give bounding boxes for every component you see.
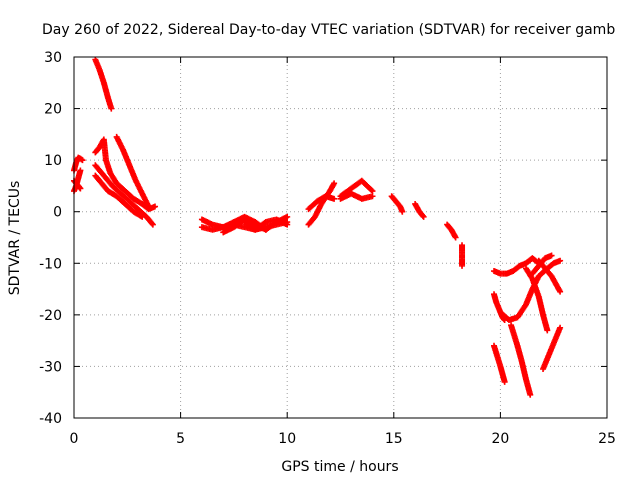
plot-frame [73,56,608,419]
y-tick-label: 30 [44,50,62,66]
series-arc-25 [508,322,534,398]
y-tick-label: -20 [39,308,62,324]
data-point [149,221,156,228]
y-axis-label: SDTVAR / TECUs [7,181,23,296]
series-arc-8 [113,133,152,210]
x-tick-label: 0 [70,431,79,447]
data-point [77,167,84,174]
x-tick-label: 5 [176,431,185,447]
y-tick-label: 20 [44,102,62,118]
series-arc-18 [412,200,427,220]
chart-title: Day 260 of 2022, Sidereal Day-to-day VTE… [42,22,615,38]
series-arc-23 [491,342,508,385]
series-arc-5 [92,136,159,213]
data-point [548,252,555,259]
data-point [284,213,291,220]
data-point [557,324,564,331]
y-tick-labels: 30 20 10 0 -10 -20 -30 -40 [39,50,62,427]
data-point [557,288,564,295]
data-point [108,105,115,112]
y-tick-label: -40 [39,411,62,427]
x-tick-label: 25 [598,431,616,447]
x-tick-label: 20 [491,431,509,447]
series-arc-15 [337,177,376,200]
x-tick-label: 10 [278,431,296,447]
series-arc-6 [92,162,156,228]
data-point [501,378,508,385]
series-arc-21 [491,255,542,277]
grid-lines [74,57,607,418]
data-point [368,187,375,194]
data-point [452,234,459,241]
data-point [544,327,551,334]
series-arc-14 [305,193,338,213]
series-arc-12 [241,216,291,233]
series-arc-4 [92,56,115,112]
data-points [71,56,564,398]
y-tick-label: -10 [39,256,62,272]
series-arc-20 [459,242,466,269]
data-point [369,188,376,195]
x-axis-label: GPS time / hours [281,459,398,475]
data-point [145,203,152,210]
data-point [459,262,466,269]
series-arc-29 [529,252,555,277]
data-point [419,212,426,219]
data-point [77,185,84,192]
data-point [420,213,427,220]
series-arc-19 [444,221,459,241]
data-point [139,213,146,220]
data-point [152,203,159,210]
data-point [284,221,291,228]
data-point [148,220,155,227]
series-arc-17 [388,193,406,215]
data-point [527,391,534,398]
series-arc-7 [92,172,146,220]
y-tick-label: -30 [39,359,62,375]
data-point [557,257,564,264]
x-tick-label: 15 [385,431,403,447]
series-arc-16 [337,190,376,202]
data-point [369,193,376,200]
y-tick-label: 0 [53,205,62,221]
data-point [331,195,338,202]
data-point [79,157,86,164]
data-point [399,208,406,215]
series-arc-26 [522,265,551,334]
series-arc-27 [540,324,564,373]
x-tick-labels: 0 5 10 15 20 25 [70,431,616,447]
data-point [331,180,338,187]
y-tick-label: 10 [44,153,62,169]
